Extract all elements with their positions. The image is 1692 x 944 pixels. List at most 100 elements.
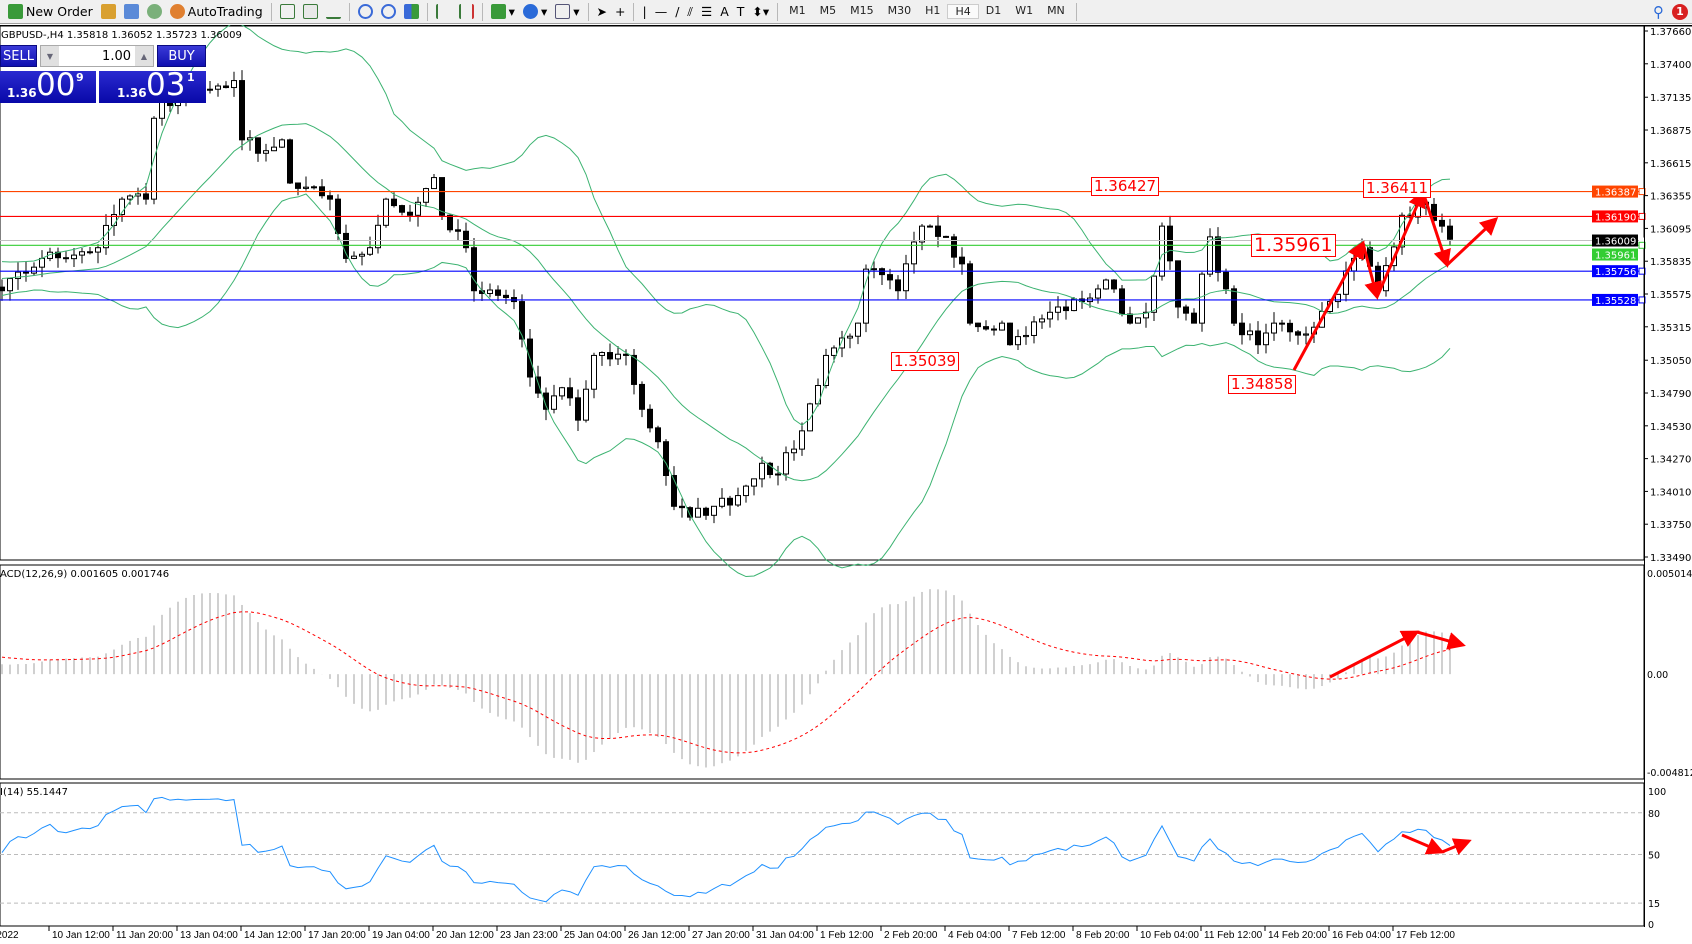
candle	[1119, 288, 1125, 315]
candle	[1151, 275, 1157, 313]
timeframe-d1[interactable]: D1	[985, 4, 1002, 17]
time-label: 4 Feb 04:00	[948, 930, 1002, 941]
search-button[interactable]: ⚲	[1649, 1, 1668, 23]
candle	[895, 279, 901, 292]
timeframe-w1[interactable]: W1	[1015, 4, 1034, 17]
time-label: 25 Jan 04:00	[564, 930, 622, 941]
rsi-line	[1, 796, 1451, 903]
candle	[1295, 331, 1301, 336]
candle	[855, 322, 861, 337]
candle	[623, 353, 629, 356]
indicators-button[interactable]: ▾	[487, 1, 519, 23]
candle	[719, 497, 725, 507]
candle	[911, 241, 917, 265]
autoscroll-button[interactable]	[432, 1, 455, 23]
time-label: 27 Jan 20:00	[692, 930, 750, 941]
candle	[687, 507, 693, 518]
lot-increase-icon[interactable]: ▲	[135, 46, 153, 66]
price-line-label: 1.35528	[1595, 296, 1636, 307]
candle	[207, 88, 213, 91]
candle	[343, 232, 349, 259]
zoom-in-button[interactable]	[354, 1, 377, 23]
rsi-arrow	[1441, 838, 1472, 855]
signals-button[interactable]	[143, 1, 166, 23]
candle	[1039, 318, 1045, 323]
timeframe-mn[interactable]: MN	[1047, 4, 1065, 17]
zoom-out-button[interactable]	[377, 1, 400, 23]
chart-canvas[interactable]: 1.376601.374001.371351.368751.366151.363…	[0, 21, 1692, 941]
chart-shift-button[interactable]	[455, 1, 478, 23]
navigator-button[interactable]	[120, 1, 143, 23]
price-text-label[interactable]: 1.35039	[891, 352, 960, 372]
timeframe-m15[interactable]: M15	[850, 4, 874, 17]
horizontal-line-button[interactable]: —	[651, 1, 672, 23]
candle	[519, 301, 525, 340]
templates-button[interactable]: ▾	[551, 1, 583, 23]
price-text-label[interactable]: 1.35961	[1251, 233, 1336, 257]
candle	[1047, 311, 1053, 320]
equidistant-channel-button[interactable]: ⫽	[683, 1, 697, 23]
candle	[415, 201, 421, 216]
notification-badge: 1	[1672, 3, 1688, 20]
timeframe-h4[interactable]: H4	[947, 4, 979, 19]
candle	[87, 251, 93, 254]
tile-windows-button[interactable]	[400, 1, 423, 23]
notifications-button[interactable]: 1	[1668, 1, 1692, 23]
timeframe-m5[interactable]: M5	[819, 4, 837, 17]
candle	[743, 485, 749, 497]
line-chart-button[interactable]	[322, 1, 345, 23]
timeframe-m1[interactable]: M1	[789, 4, 806, 17]
market-watch-button[interactable]	[97, 1, 120, 23]
clock-icon	[522, 4, 538, 19]
lot-size-value[interactable]: 1.00	[102, 48, 131, 64]
periods-button[interactable]: ▾	[519, 1, 551, 23]
buy-price-big: 03	[146, 67, 186, 103]
candle	[1271, 322, 1277, 334]
price-text-label[interactable]: 1.36427	[1091, 177, 1160, 197]
toolbar-divider	[777, 2, 779, 21]
candle	[303, 186, 309, 189]
toolbar-divider	[426, 2, 428, 21]
buy-price-box[interactable]: 1.36 03 1	[99, 67, 206, 103]
sell-price-box[interactable]: 1.36 00 9	[0, 67, 96, 103]
buy-button[interactable]: BUY	[157, 45, 206, 67]
price-line-label: 1.36009	[1595, 237, 1636, 248]
rsi-axis-label: 80	[1648, 809, 1660, 820]
candle	[823, 354, 829, 387]
vertical-line-button[interactable]: |	[638, 1, 650, 23]
autotrading-button[interactable]: AutoTrading	[166, 1, 267, 23]
candle	[711, 505, 717, 516]
candlestick-button[interactable]	[299, 1, 322, 23]
text-label-button[interactable]: T	[733, 1, 749, 23]
new-order-button[interactable]: New Order	[4, 1, 97, 23]
price-text-label[interactable]: 1.34858	[1228, 374, 1297, 394]
trendline-button[interactable]: /	[671, 1, 683, 23]
text-label-icon: T	[736, 4, 745, 19]
bar-chart-button[interactable]	[276, 1, 299, 23]
candle	[703, 507, 709, 516]
text-button[interactable]: A	[716, 1, 733, 23]
candle	[279, 139, 285, 148]
candle	[287, 139, 293, 184]
candle	[1183, 306, 1189, 314]
candle	[1111, 279, 1117, 290]
candle	[383, 198, 389, 226]
timeframe-h1[interactable]: H1	[925, 4, 941, 17]
fibonacci-button[interactable]: ☰	[697, 1, 716, 23]
sell-button[interactable]: SELL	[0, 45, 37, 67]
chart-window[interactable]: 1.37660 1.37400 1.37135 1.36875 1.36615 1.363…	[0, 21, 1692, 941]
cursor-button[interactable]: ➤	[593, 1, 611, 23]
timeframe-m30[interactable]: M30	[887, 4, 912, 17]
candle	[1023, 334, 1029, 338]
lot-size-field[interactable]: ▼ 1.00 ▲	[40, 45, 154, 67]
candle	[231, 80, 237, 89]
crosshair-button[interactable]: +	[611, 1, 629, 23]
candle	[15, 271, 21, 280]
candle	[671, 475, 677, 507]
arrows-button[interactable]: ⬍▾	[748, 1, 773, 23]
price-text-label[interactable]: 1.36411	[1363, 179, 1432, 199]
templates-icon	[555, 4, 571, 19]
lot-decrease-icon[interactable]: ▼	[41, 46, 59, 66]
toolbar-divider	[587, 2, 589, 21]
price-label-bg	[1592, 185, 1638, 198]
